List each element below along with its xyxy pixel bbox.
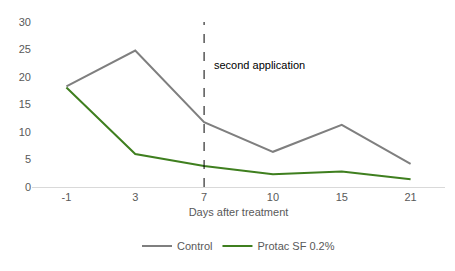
svg-text:Control: Control: [177, 240, 212, 252]
svg-text:Days after treatment: Days after treatment: [189, 206, 289, 218]
svg-text:10: 10: [19, 126, 31, 138]
svg-text:5: 5: [25, 153, 31, 165]
svg-text:20: 20: [19, 71, 31, 83]
svg-text:21: 21: [404, 191, 416, 203]
svg-text:-1: -1: [62, 191, 72, 203]
svg-text:second application: second application: [214, 59, 305, 71]
svg-text:7: 7: [201, 191, 207, 203]
svg-text:15: 15: [19, 98, 31, 110]
svg-text:0: 0: [25, 181, 31, 193]
svg-text:10: 10: [267, 191, 279, 203]
svg-text:15: 15: [336, 191, 348, 203]
svg-text:Protac SF 0.2%: Protac SF 0.2%: [257, 240, 334, 252]
svg-text:25: 25: [19, 43, 31, 55]
svg-text:3: 3: [132, 191, 138, 203]
svg-text:30: 30: [19, 16, 31, 28]
